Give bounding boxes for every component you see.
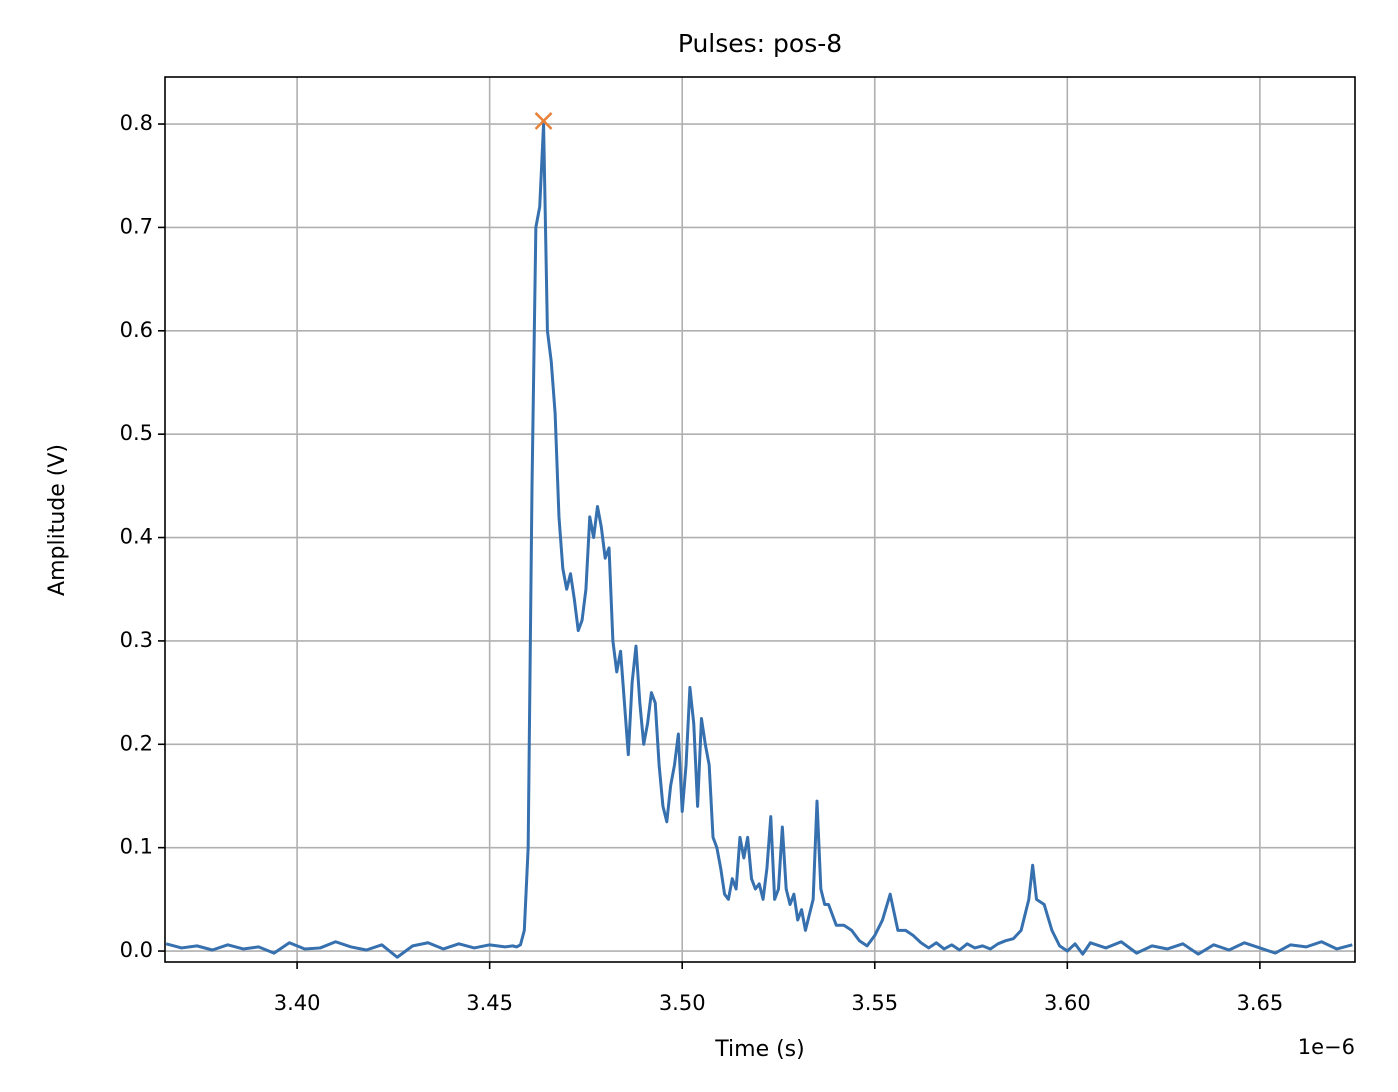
x-axis-label: Time (s) — [714, 1037, 804, 1062]
marker-stroke — [534, 112, 553, 130]
x-tick-label: 3.50 — [659, 991, 706, 1015]
x-tick-label: 3.60 — [1044, 991, 1091, 1015]
y-tick-label: 0.4 — [120, 525, 153, 549]
y-axis-label: Amplitude (V) — [45, 444, 70, 596]
y-tick-label: 0.2 — [120, 731, 153, 755]
y-tick-label: 0.8 — [120, 111, 153, 135]
x-tick-label: 3.40 — [274, 991, 321, 1015]
peak-marker — [534, 112, 553, 130]
y-tick-label: 0.1 — [120, 835, 153, 859]
x-offset-label: 1e−6 — [1298, 1035, 1355, 1059]
chart-title: Pulses: pos-8 — [678, 29, 842, 58]
y-tick-label: 0.6 — [120, 318, 153, 342]
x-tick-label: 3.65 — [1236, 991, 1283, 1015]
y-tick-label: 0.0 — [120, 938, 153, 962]
plot-frame — [164, 76, 1356, 963]
y-tick-label: 0.3 — [120, 628, 153, 652]
x-tick-label: 3.55 — [851, 991, 898, 1015]
y-tick-label: 0.7 — [120, 214, 153, 238]
y-tick-label: 0.5 — [120, 421, 153, 445]
data-line — [165, 122, 1353, 959]
x-tick-label: 3.45 — [466, 991, 513, 1015]
